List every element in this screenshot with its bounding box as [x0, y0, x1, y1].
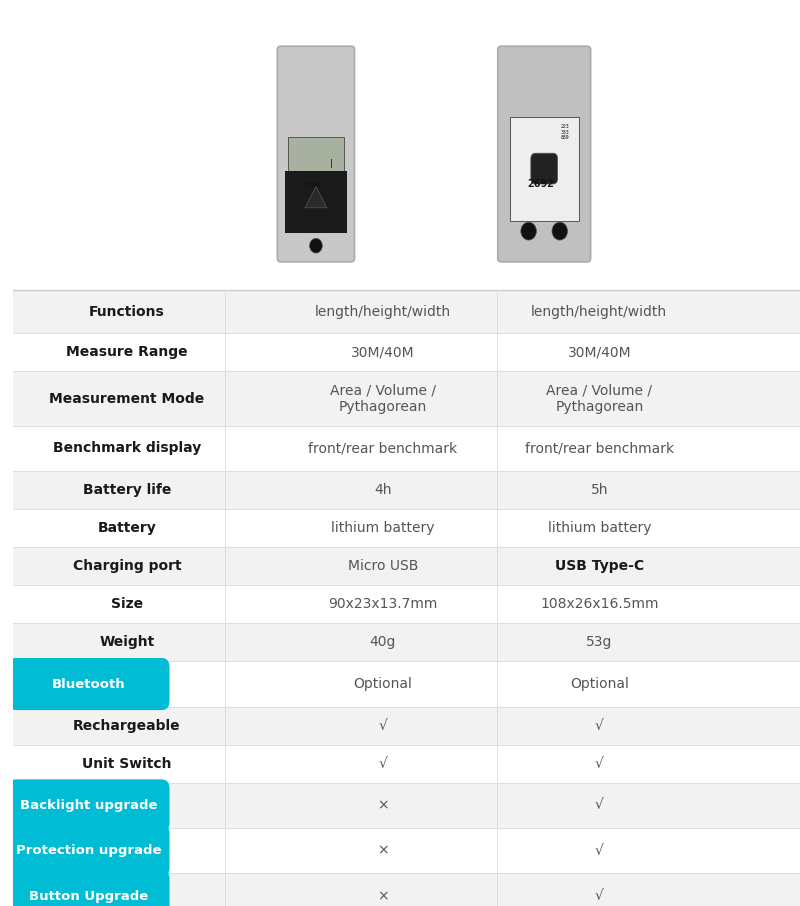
Text: length/height/width: length/height/width [314, 304, 451, 319]
Circle shape [521, 222, 537, 240]
Bar [13, 783, 800, 828]
Text: ×: × [377, 798, 389, 813]
Text: 5h: 5h [590, 483, 608, 497]
Text: 223
333
889: 223 333 889 [561, 124, 570, 140]
Text: 108x26x16.5mm: 108x26x16.5mm [540, 597, 658, 612]
Bar [13, 509, 800, 547]
FancyBboxPatch shape [288, 138, 343, 225]
FancyBboxPatch shape [8, 870, 170, 906]
Text: Battery life: Battery life [83, 483, 171, 497]
Text: hSEE: hSEE [303, 182, 320, 188]
Circle shape [552, 222, 567, 240]
Text: front/rear benchmark: front/rear benchmark [525, 441, 674, 456]
Bar [13, 585, 800, 623]
Text: Measure Range: Measure Range [66, 345, 188, 360]
Text: √: √ [595, 843, 604, 858]
Text: front/rear benchmark: front/rear benchmark [308, 441, 458, 456]
Text: |: | [329, 159, 334, 169]
Text: 53g: 53g [586, 635, 613, 650]
Bar [13, 333, 800, 371]
Text: Backlight upgrade: Backlight upgrade [20, 799, 158, 812]
Text: Optional: Optional [570, 677, 629, 691]
FancyBboxPatch shape [498, 46, 590, 262]
Text: Area / Volume /
Pythagorean: Area / Volume / Pythagorean [330, 383, 436, 414]
Text: √: √ [378, 718, 387, 733]
Text: Benchmark display: Benchmark display [53, 441, 201, 456]
FancyBboxPatch shape [8, 824, 170, 877]
Text: √: √ [595, 718, 604, 733]
Bar [13, 471, 800, 509]
Bar [13, 426, 800, 471]
Text: lithium battery: lithium battery [547, 521, 651, 535]
Bar [13, 828, 800, 873]
Bar [13, 623, 800, 661]
Text: lithium battery: lithium battery [331, 521, 434, 535]
Text: Size: Size [111, 597, 143, 612]
FancyBboxPatch shape [531, 153, 558, 184]
Text: Unit Switch: Unit Switch [82, 757, 172, 771]
Text: length/height/width: length/height/width [531, 304, 667, 319]
Bar [13, 371, 800, 426]
Text: Functions: Functions [89, 304, 165, 319]
Text: ×: × [377, 889, 389, 903]
Circle shape [310, 238, 322, 253]
Text: Micro USB: Micro USB [348, 559, 418, 573]
Bar [13, 547, 800, 585]
Text: Rechargeable: Rechargeable [74, 718, 181, 733]
Text: USB Type-C: USB Type-C [554, 559, 644, 573]
Text: Protection upgrade: Protection upgrade [16, 844, 162, 857]
Text: √: √ [595, 798, 604, 813]
Text: Bluetooth: Bluetooth [52, 678, 126, 690]
Text: √: √ [595, 889, 604, 903]
Text: Measurement Mode: Measurement Mode [50, 391, 205, 406]
FancyBboxPatch shape [278, 46, 354, 262]
FancyBboxPatch shape [8, 658, 170, 710]
Text: 30M/40M: 30M/40M [567, 345, 631, 360]
Text: Button Upgrade: Button Upgrade [30, 890, 149, 902]
Text: 90x23x13.7mm: 90x23x13.7mm [328, 597, 438, 612]
Text: √: √ [378, 757, 387, 771]
Text: 4h: 4h [374, 483, 391, 497]
Text: ×: × [377, 843, 389, 858]
Bar [13, 873, 800, 906]
Text: Battery: Battery [98, 521, 157, 535]
Text: 2692: 2692 [527, 179, 554, 189]
Text: Area / Volume /
Pythagorean: Area / Volume / Pythagorean [546, 383, 652, 414]
FancyBboxPatch shape [8, 779, 170, 832]
Bar [13, 745, 800, 783]
Bar [13, 707, 800, 745]
Text: Optional: Optional [354, 677, 412, 691]
Text: √: √ [595, 757, 604, 771]
Text: 30M/40M: 30M/40M [351, 345, 414, 360]
FancyBboxPatch shape [510, 117, 579, 221]
Text: Charging port: Charging port [73, 559, 182, 573]
Bar [285, 170, 347, 233]
Polygon shape [305, 187, 327, 207]
Text: Weight: Weight [99, 635, 154, 650]
Text: 40g: 40g [370, 635, 396, 650]
Bar [13, 661, 800, 707]
Bar [13, 290, 800, 333]
